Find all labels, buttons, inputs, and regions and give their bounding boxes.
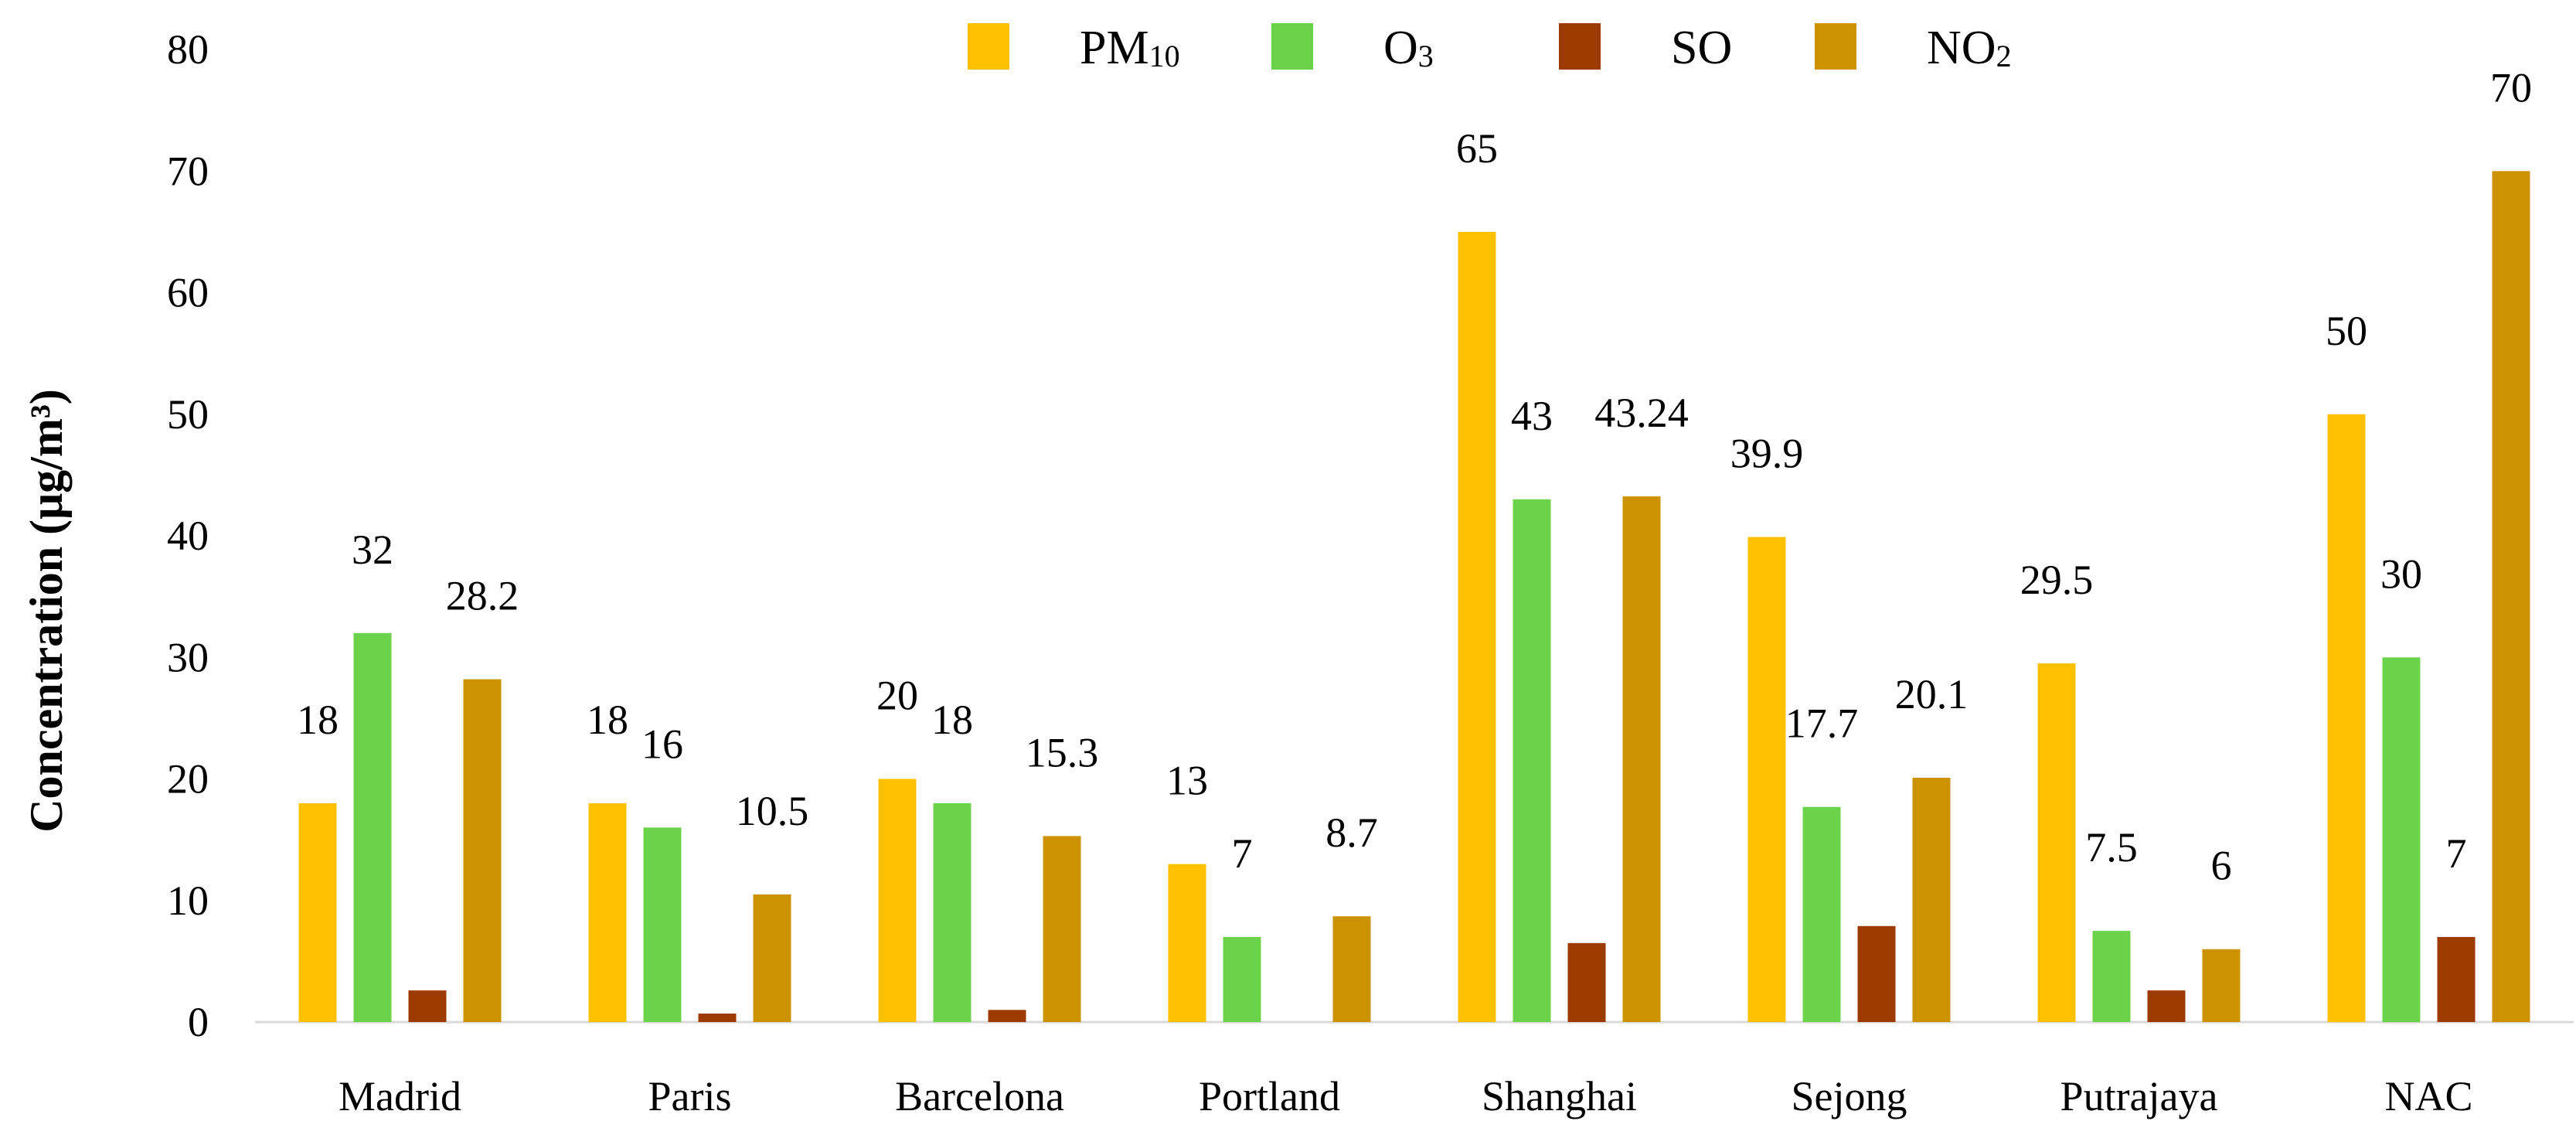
data-label: 17.7 (1785, 700, 1859, 747)
data-label: 30 (2380, 550, 2422, 597)
data-label: 15.3 (1026, 729, 1099, 775)
bar-no2-sejong (1912, 777, 1951, 1022)
category-label: Sejong (1791, 1073, 1907, 1119)
bar-pm10-barcelona (878, 779, 917, 1022)
data-label: 18 (587, 697, 628, 743)
y-tick-label: 40 (167, 513, 209, 559)
bar-pm10-nac (2327, 414, 2366, 1023)
bar-so-madrid (408, 990, 447, 1022)
data-label: 43.24 (1594, 390, 1689, 436)
y-tick-label: 80 (167, 26, 209, 73)
bar-pm10-sejong (1747, 537, 1786, 1022)
bar-no2-shanghai (1622, 496, 1661, 1022)
y-tick-label: 10 (167, 877, 209, 924)
legend-swatch-o3 (1271, 23, 1313, 70)
bar-no2-putrajaya (2202, 949, 2241, 1022)
data-label: 20 (876, 673, 918, 719)
data-label: 16 (641, 721, 683, 767)
y-tick-label: 50 (167, 391, 209, 438)
bar-no2-madrid (463, 679, 502, 1022)
y-tick-label: 20 (167, 756, 209, 803)
bar-o3-paris (643, 827, 682, 1022)
legend-label-no2: NO2 (1927, 22, 2012, 74)
category-label: Madrid (339, 1073, 461, 1119)
y-axis-ticks: 0 10 20 30 40 50 60 70 80 (167, 26, 209, 1045)
bars-group (298, 171, 2530, 1023)
y-axis-title: Concentration (μg/m³) (21, 389, 72, 833)
y-tick-label: 70 (167, 148, 209, 194)
bar-so-barcelona (988, 1010, 1026, 1022)
data-label: 18 (297, 697, 339, 743)
data-label: 10.5 (736, 788, 809, 834)
bar-so-sejong (1857, 925, 1896, 1022)
bar-so-paris (698, 1014, 737, 1022)
data-label: 50 (2326, 308, 2367, 354)
legend-swatch-pm10 (968, 23, 1009, 70)
bar-so-shanghai (1567, 942, 1606, 1022)
bar-so-putrajaya (2147, 990, 2186, 1022)
data-label: 65 (1456, 125, 1498, 172)
data-label: 70 (2490, 64, 2532, 111)
data-label: 43 (1511, 393, 1553, 439)
legend-swatch-no2 (1815, 23, 1856, 70)
bar-so-nac (2437, 936, 2476, 1022)
data-label: 7 (2446, 830, 2467, 877)
bar-o3-madrid (353, 632, 392, 1022)
data-label: 13 (1166, 758, 1208, 804)
data-label: 7 (1232, 830, 1253, 877)
data-label: 39.9 (1730, 431, 1804, 477)
legend-label-pm10: PM10 (1080, 22, 1180, 74)
bar-no2-portland (1332, 916, 1371, 1022)
category-label: Portland (1199, 1073, 1340, 1119)
bar-no2-paris (753, 894, 791, 1022)
data-label: 18 (931, 697, 973, 743)
data-label: 7.5 (2085, 824, 2138, 871)
category-label: Putrajaya (2060, 1073, 2218, 1119)
data-label: 32 (352, 526, 393, 573)
bar-pm10-shanghai (1458, 231, 1496, 1022)
legend-swatch-so (1559, 23, 1601, 70)
bar-o3-putrajaya (2092, 931, 2131, 1022)
bar-o3-barcelona (933, 803, 972, 1022)
bar-pm10-paris (588, 803, 627, 1022)
data-label: 29.5 (2020, 557, 2094, 603)
bar-o3-nac (2382, 657, 2421, 1023)
legend-label-o3: O3 (1383, 22, 1434, 74)
bar-pm10-putrajaya (2037, 663, 2076, 1022)
bar-o3-shanghai (1513, 499, 1551, 1022)
category-label: Paris (648, 1073, 732, 1119)
bar-pm10-portland (1168, 864, 1206, 1022)
category-label: NAC (2384, 1073, 2472, 1119)
data-label: 8.7 (1325, 809, 1378, 856)
legend: PM10 O3 SO NO2 (968, 22, 2012, 74)
data-label: 6 (2211, 843, 2232, 889)
data-label: 20.1 (1895, 671, 1969, 717)
y-tick-label: 60 (167, 270, 209, 316)
y-tick-label: 0 (188, 999, 209, 1045)
x-axis-categories: Madrid Paris Barcelona Portland Shanghai Sejo… (339, 1073, 2472, 1119)
category-label: Barcelona (895, 1073, 1064, 1119)
y-tick-label: 30 (167, 634, 209, 680)
legend-label-so: SO (1671, 22, 1732, 74)
bar-o3-sejong (1802, 806, 1841, 1022)
bar-no2-nac (2492, 171, 2530, 1023)
data-label: 28.2 (446, 573, 519, 619)
bar-no2-barcelona (1043, 836, 1081, 1022)
bar-pm10-madrid (298, 803, 337, 1022)
category-label: Shanghai (1482, 1073, 1637, 1119)
data-labels-group: 18 32 28.2 18 16 10.5 20 18 15.3 13 7 8.7 65 43 43.24 3… (297, 64, 2532, 888)
bar-o3-portland (1223, 936, 1261, 1022)
